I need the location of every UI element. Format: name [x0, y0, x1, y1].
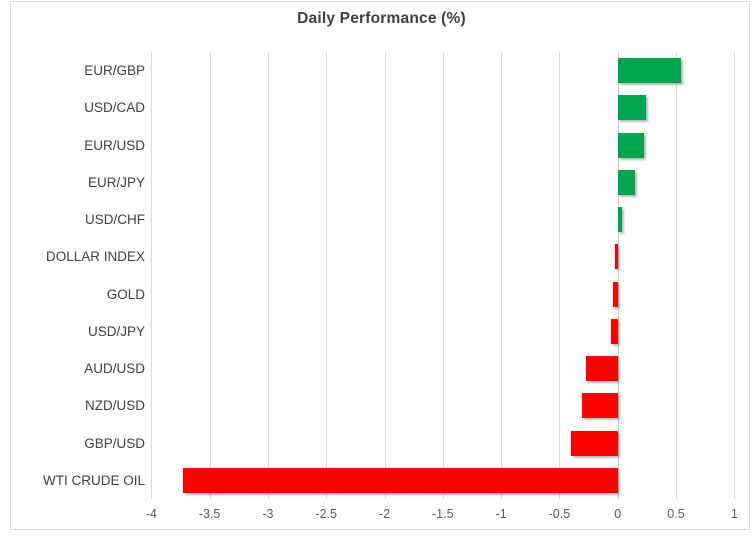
x-tick-label: -2.5: [315, 507, 337, 521]
category-label-eur-usd: EUR/USD: [84, 137, 145, 153]
gridline: [326, 52, 328, 499]
category-label-eur-jpy: EUR/JPY: [87, 174, 145, 190]
bar-dollar-index: [615, 244, 618, 270]
category-label-eur-gbp: EUR/GBP: [84, 63, 145, 79]
gridline: [442, 52, 444, 499]
gridline: [734, 52, 736, 499]
bar-eur-usd: [617, 132, 645, 158]
category-label-usd-jpy: USD/JPY: [87, 323, 145, 339]
bar-gold: [613, 281, 618, 307]
category-label-gold: GOLD: [106, 286, 145, 302]
bar-wti-crude-oil: [182, 467, 618, 493]
bar-aud-usd: [586, 356, 618, 382]
bar-usd-chf: [617, 207, 623, 233]
x-tick-label: -3: [262, 507, 274, 521]
x-tick-label: 0.5: [667, 507, 685, 521]
bar-eur-gbp: [617, 58, 681, 84]
gridline: [151, 52, 153, 499]
category-label-usd-cad: USD/CAD: [84, 100, 145, 116]
category-label-wti-crude-oil: WTI CRUDE OIL: [42, 472, 145, 488]
category-label-usd-chf: USD/CHF: [85, 212, 145, 228]
gridline: [267, 52, 269, 499]
x-tick-label: 1: [730, 507, 738, 521]
x-tick-label: -3.5: [198, 507, 221, 521]
bar-nzd-usd: [581, 393, 618, 419]
gridline: [209, 52, 211, 499]
x-tick-label: -4: [145, 507, 157, 521]
category-label-gbp-usd: GBP/USD: [84, 435, 145, 451]
bar-usd-jpy: [610, 318, 618, 344]
gridline: [501, 52, 503, 499]
bar-gbp-usd: [571, 430, 618, 456]
chart-border: [10, 1, 750, 530]
category-label-nzd-usd: NZD/USD: [85, 398, 145, 414]
x-tick-label: 0: [614, 507, 622, 521]
x-tick-label: -1: [495, 507, 507, 521]
gridline: [676, 52, 677, 499]
x-tick-label: -1.5: [432, 507, 454, 521]
x-tick-label: -2: [378, 507, 391, 521]
category-label-aud-usd: AUD/USD: [84, 361, 145, 377]
bar-eur-jpy: [617, 169, 636, 195]
category-label-dollar-index: DOLLAR INDEX: [45, 249, 145, 265]
chart-title: Daily Performance (%): [297, 10, 466, 27]
x-tick-label: -0.5: [548, 507, 571, 521]
gridline: [559, 52, 561, 499]
zero-axis-line: [617, 52, 619, 499]
gridline: [384, 52, 386, 499]
bar-usd-cad: [617, 95, 646, 121]
